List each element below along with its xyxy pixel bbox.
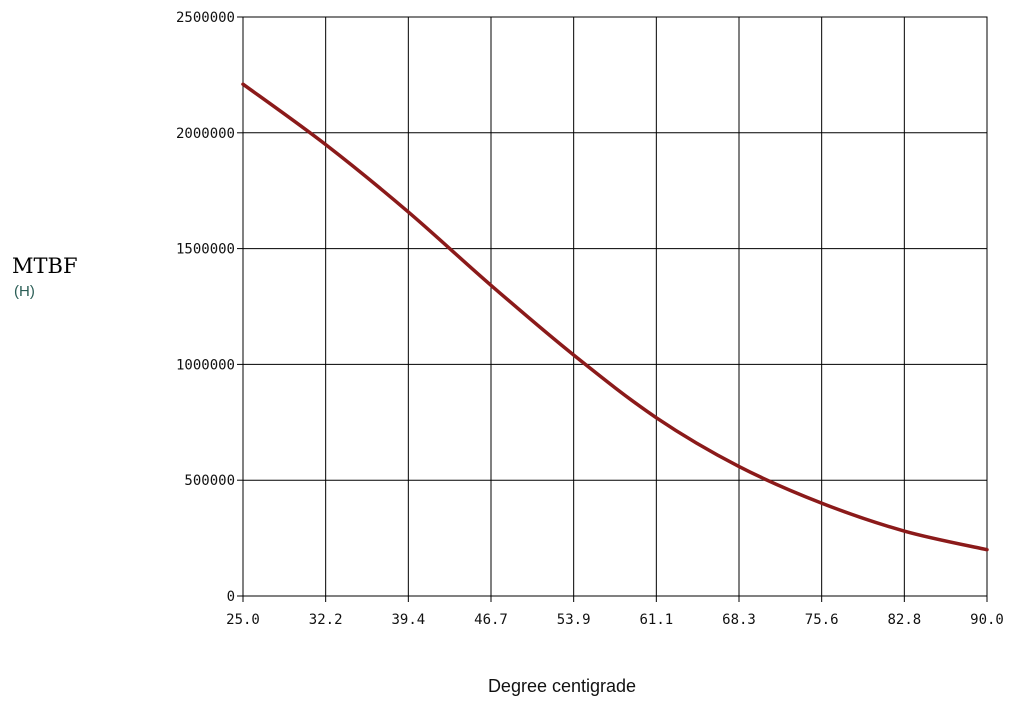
y-tick-label: 2000000 (176, 126, 235, 142)
x-axis-label: Degree centigrade (487, 676, 637, 696)
x-tick-label: 82.8 (887, 612, 921, 628)
x-tick-label: 25.0 (226, 612, 260, 628)
y-tick-label: 1500000 (176, 242, 235, 258)
x-tick-label: 75.6 (805, 612, 839, 628)
x-tick-label: 53.9 (557, 612, 591, 628)
x-tick-label: 39.4 (391, 612, 425, 628)
y-axis-label: MTBF (12, 254, 78, 278)
grid (243, 17, 987, 596)
x-tick-label: 32.2 (309, 612, 343, 628)
x-tick-label: 61.1 (639, 612, 673, 628)
y-tick-label: 500000 (184, 473, 235, 489)
x-tick-label: 68.3 (722, 612, 756, 628)
y-axis-unit-label: (H) (14, 283, 35, 300)
axes (237, 16, 988, 602)
y-tick-label: 2500000 (176, 10, 235, 26)
tick-labels: 25.0 32.2 39.4 46.7 53.9 61.1 68.3 75.6 82.8 90.0… (176, 10, 1004, 628)
plot-frame (242, 16, 988, 597)
y-tick-label: 0 (227, 589, 235, 605)
series-layer (241, 82, 989, 552)
x-tick-label: 90.0 (970, 612, 1004, 628)
x-tick-label: 46.7 (474, 612, 508, 628)
y-tick-label: 1000000 (176, 357, 235, 373)
series-line-0 (241, 82, 989, 552)
